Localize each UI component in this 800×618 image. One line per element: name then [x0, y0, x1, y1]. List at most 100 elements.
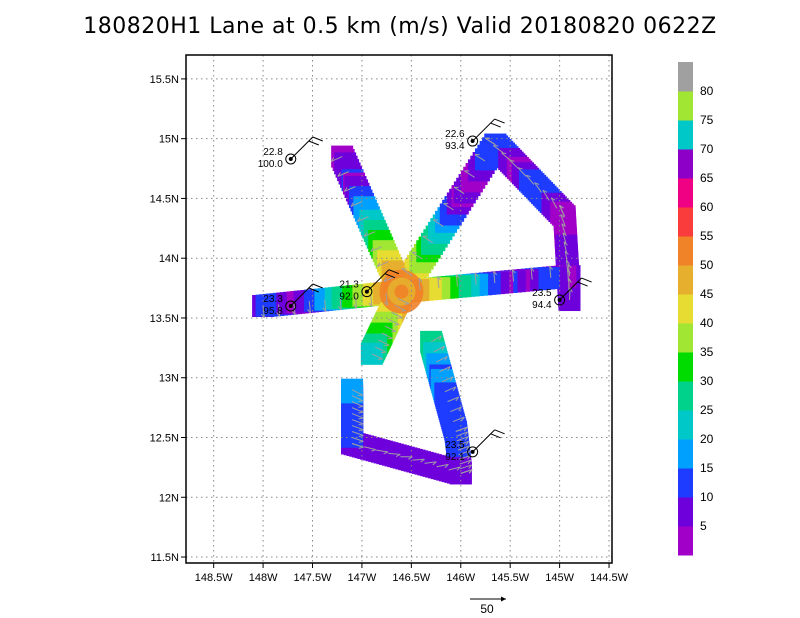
wind-vector: [525, 174, 535, 185]
wind-vector: [439, 366, 451, 373]
wind-vector: [517, 167, 527, 177]
wind-vector-head: [559, 205, 564, 209]
x-tick-label: 145W: [545, 572, 574, 584]
colorbar-label: 80: [700, 84, 714, 98]
wind-vector: [460, 469, 473, 474]
wind-vector: [350, 201, 363, 207]
wind-vector-head: [358, 446, 364, 449]
station-humidity: 92.0: [339, 292, 359, 303]
wind-vector: [412, 458, 425, 461]
x-tick-label: 148W: [249, 572, 278, 584]
wind-vector: [422, 235, 434, 244]
station-temperature: 23.3: [263, 294, 283, 305]
wind-vector-head: [563, 241, 568, 246]
station-temperature: 22.8: [263, 147, 283, 158]
wind-vector: [443, 203, 454, 211]
wind-vector-head: [568, 278, 572, 283]
wind-vector-head: [400, 310, 406, 312]
wind-barb: [472, 429, 495, 453]
wind-vector-head: [560, 214, 565, 218]
wind-vector: [484, 137, 496, 146]
y-tick-label: 12.5N: [150, 432, 179, 444]
wind-vector-head: [307, 309, 311, 314]
wind-vector: [394, 305, 406, 312]
station-marker: [467, 446, 479, 458]
colorbar-label: 35: [700, 345, 714, 359]
wind-vector: [474, 154, 486, 162]
wind-vector-head: [438, 335, 442, 341]
wind-vector: [357, 216, 369, 222]
wind-barb-flag: [577, 281, 588, 287]
wind-vector: [432, 219, 444, 227]
wind-vector-head: [458, 406, 462, 412]
colorbar-label: 55: [700, 229, 714, 243]
wind-vector: [308, 301, 311, 314]
wind-vector-head: [387, 337, 393, 340]
station-marker: [285, 300, 297, 312]
wind-vector-head: [561, 223, 566, 227]
wind-vector-head: [566, 259, 570, 265]
wind-vector: [370, 246, 382, 252]
wind-vector-head: [370, 247, 374, 252]
colorbar-segment: [678, 178, 693, 208]
wind-vector-head: [444, 463, 449, 468]
wind-vector-head: [394, 323, 400, 326]
station-marker: [285, 153, 297, 165]
wind-vector: [444, 386, 457, 393]
wind-vector-head: [550, 197, 556, 201]
colorbar-segment: [678, 439, 693, 469]
y-tick-label: 13.5N: [150, 313, 179, 325]
wind-vector-head: [432, 461, 437, 466]
wind-vector-head: [437, 275, 441, 281]
wind-barb-flag: [308, 287, 319, 293]
wind-vector: [339, 297, 342, 311]
wind-vector-head: [358, 417, 364, 420]
colorbar-label: 20: [700, 432, 714, 446]
wind-barb-flag: [494, 118, 505, 124]
wind-vector: [560, 214, 566, 226]
wind-vector: [567, 269, 569, 282]
wind-vector-head: [501, 152, 507, 155]
wind-vector: [464, 170, 475, 178]
wind-vector: [385, 293, 388, 306]
wind-vector-head: [291, 310, 296, 316]
x-tick-label: 147W: [348, 572, 377, 584]
colorbar-label: 30: [700, 374, 714, 388]
wind-vector-head: [358, 423, 364, 426]
wind-vector: [493, 271, 496, 284]
wind-vector: [337, 171, 349, 177]
wind-vector: [374, 346, 387, 353]
wind-vector-head: [562, 232, 567, 237]
wind-vector-head: [549, 265, 553, 270]
wind-vector: [344, 186, 356, 192]
wind-vector: [262, 305, 265, 318]
wind-vector-head: [468, 469, 473, 474]
wind-vector: [430, 335, 442, 343]
wind-vector: [384, 325, 397, 332]
wind-vector-head: [384, 301, 388, 306]
wind-vector-head: [534, 182, 540, 185]
wind-vector-head: [358, 429, 364, 432]
wind-vector: [351, 419, 364, 425]
wind-vector-head: [363, 232, 368, 237]
colorbar-segment: [678, 294, 693, 324]
colorbar-label: 25: [700, 403, 714, 417]
wind-vector: [424, 461, 437, 464]
wind-vector-head: [376, 262, 381, 267]
station-marker: [361, 286, 373, 298]
wind-vector-head: [395, 453, 401, 458]
wind-vector-head: [358, 440, 364, 443]
wind-vector-head: [404, 303, 410, 305]
wind-vector-head: [455, 396, 460, 402]
station-humidity: 100.0: [258, 159, 283, 170]
wind-vector: [567, 264, 570, 277]
wind-vector: [474, 272, 477, 285]
wind-vector-head: [461, 416, 465, 422]
colorbar-segment: [678, 265, 693, 295]
x-tick-label: 146.5W: [392, 572, 431, 584]
wind-vector-head: [391, 330, 396, 333]
colorbar-label: 15: [700, 461, 714, 475]
wind-vector: [351, 407, 364, 413]
y-tick-label: 15N: [159, 134, 179, 146]
